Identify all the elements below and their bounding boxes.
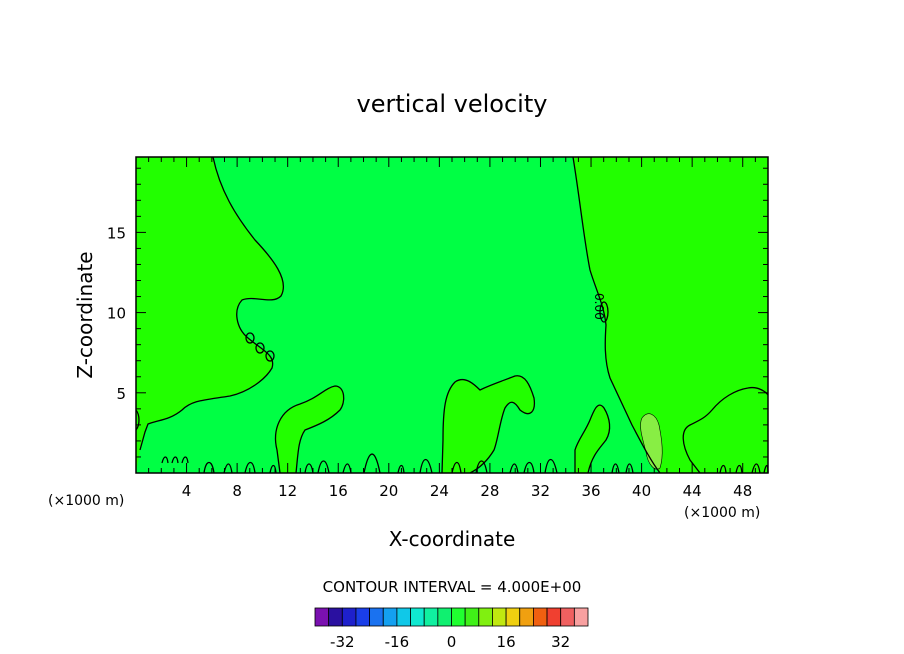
colorbar-swatch [382,607,398,627]
colorbar-tick-label: 0 [447,633,457,651]
colorbar-swatch [573,607,589,627]
colorbar-tick-label: -16 [385,633,410,651]
positive-blob-2 [442,375,535,473]
y-axis-tick-labels: 5 10 15 [107,224,126,402]
x-tick-label: 12 [278,482,297,500]
y-axis-label: Z-coordinate [73,251,97,378]
colorbar-swatch [355,607,371,627]
x-tick-label: 16 [329,482,348,500]
colorbar-swatch [437,607,452,627]
positive-region-left [136,157,284,473]
colorbar-swatch [519,607,534,627]
colorbar-swatch [533,607,548,627]
colorbar-swatch [369,607,384,627]
colorbar-swatch [314,607,330,627]
colorbar-swatch [423,607,439,627]
strong-positive-blob [640,413,663,470]
x-axis-ticks [148,157,756,473]
colorbar-swatch [464,607,480,627]
contour-interval-text: CONTOUR INTERVAL = 4.000E+00 [323,578,582,596]
colorbar [314,607,589,627]
x-tick-label: 24 [430,482,449,500]
x-units-left: (×1000 m) [48,493,124,509]
positive-region-right [573,157,768,473]
colorbar-swatch [505,607,521,627]
x-tick-label: 32 [531,482,550,500]
y-axis-ticks [136,167,768,458]
chart-title: vertical velocity [357,90,548,118]
x-tick-label: 36 [581,482,600,500]
y-tick-label: 10 [107,305,126,323]
colorbar-swatch [328,607,343,627]
x-tick-label: 20 [379,482,398,500]
colorbar-swatch [560,607,575,627]
x-units-right: (×1000 m) [684,505,760,521]
colorbar-swatch [410,607,425,627]
x-axis-label: X-coordinate [389,527,516,551]
colorbar-swatch [341,607,357,627]
x-tick-label: 4 [182,482,192,500]
x-tick-label: 40 [632,482,651,500]
colorbar-swatch [492,607,507,627]
x-tick-label: 44 [683,482,702,500]
colorbar-swatch [546,607,562,627]
x-tick-label: 28 [480,482,499,500]
x-axis-tick-labels: 4 8 12 16 20 24 28 32 36 40 44 48 [182,482,752,500]
x-tick-label: 8 [232,482,242,500]
zero-contours [135,156,769,474]
colorbar-tick-labels: -32 -16 0 16 32 [330,633,570,651]
contour-label: 0.00 [592,293,606,320]
y-tick-label: 15 [107,224,126,242]
colorbar-swatch [396,607,411,627]
colorbar-swatch [478,607,493,627]
colorbar-tick-label: 16 [497,633,516,651]
colorbar-tick-label: -32 [330,633,355,651]
x-tick-label: 48 [733,482,752,500]
colorbar-swatch [451,607,466,627]
positive-blob-3 [575,405,610,473]
y-tick-label: 5 [116,385,126,403]
colorbar-tick-label: 32 [551,633,570,651]
